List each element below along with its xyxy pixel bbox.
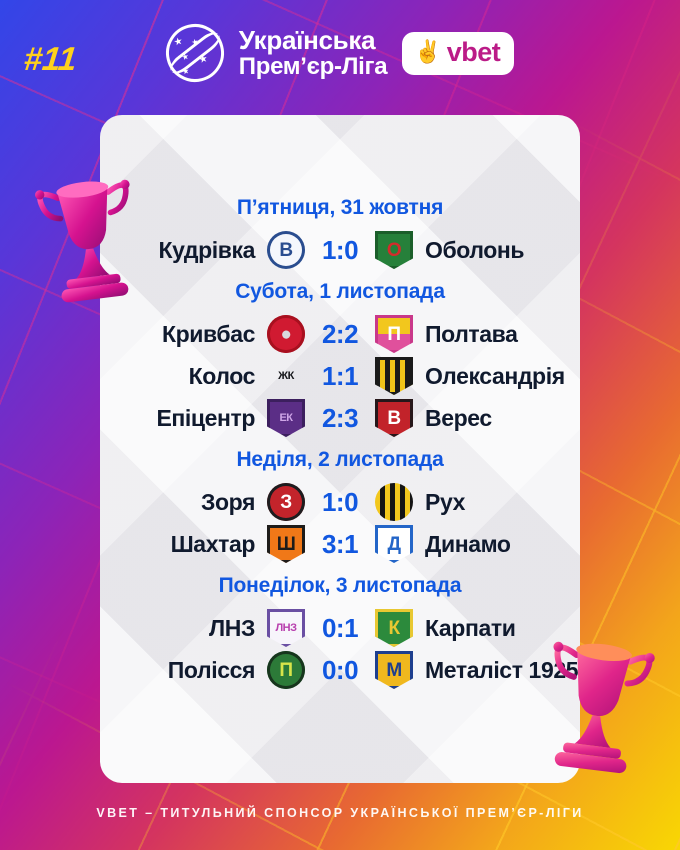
lnz-crest: ЛНЗ [267, 609, 305, 647]
matchday-date: Субота, 1 листопада [235, 280, 445, 303]
match-score: 0:1 [321, 612, 359, 643]
away-team-name: Карпати [425, 614, 516, 641]
away-team-name: Рух [425, 488, 466, 515]
match-row: ЛНЗ ЛНЗ 0:1 К Карпати [100, 607, 580, 649]
matchday-date: П’ятниця, 31 жовтня [236, 196, 444, 219]
veres-crest: В [375, 399, 413, 437]
upl-ball-icon: ★ ★ ★ ★ ★ [159, 17, 230, 89]
results-card: П’ятниця, 31 жовтня Кудрівка В 1:0 О Оболонь С… [100, 115, 580, 783]
karpaty-crest: К [375, 609, 413, 647]
league-name-line2: Прем’єр-Ліга [238, 53, 388, 81]
home-team-name: Полісся [167, 656, 256, 683]
home-team-name: Епіцентр [156, 404, 255, 431]
sponsor-badge: ✌ vbet [402, 31, 515, 75]
matchday-date: Понеділок, 3 листопада [218, 574, 462, 597]
shakhtar-crest: Ш [267, 525, 305, 563]
poltava-crest: П [375, 315, 413, 353]
away-team-name: Оболонь [425, 236, 525, 263]
victory-hand-icon: ✌ [414, 39, 442, 64]
ball-band [166, 28, 224, 78]
rukh-crest [375, 483, 413, 521]
league-name-line1: Українська [238, 24, 376, 55]
footer-sponsor-line: VBET – ТИТУЛЬНИЙ СПОНСОР УКРАЇНСЬКОЇ ПРЕ… [96, 806, 584, 820]
obolon-crest: О [375, 231, 413, 269]
away-team-name: Олександрія [425, 362, 565, 389]
sponsor-wordmark: vbet [446, 36, 501, 67]
header: ★ ★ ★ ★ ★ Українська Прем’єр-Ліга ✌ vbet [0, 17, 680, 89]
home-team-name: Шахтар [170, 530, 256, 557]
away-team-name: Полтава [425, 320, 518, 347]
match-row: Шахтар Ш 3:1 Д Динамо [100, 523, 580, 565]
match-score: 0:0 [321, 654, 359, 685]
away-team-name: Динамо [425, 530, 511, 557]
dynamo-crest: Д [375, 525, 413, 563]
kudrivka-crest: В [267, 231, 305, 269]
metalist1925-crest: М [375, 651, 413, 689]
home-team-name: ЛНЗ [209, 614, 255, 641]
match-row: Кривбас ● 2:2 П Полтава [100, 313, 580, 355]
epitsentr-crest: ЕК [267, 399, 305, 437]
home-team-name: Кривбас [161, 320, 255, 347]
away-team-name: Металіст 1925 [425, 656, 579, 683]
match-score: 3:1 [321, 528, 359, 559]
polissya-crest: П [267, 651, 305, 689]
home-team-name: Зоря [200, 488, 255, 515]
league-name: Українська Прем’єр-Ліга [238, 24, 388, 81]
match-row: Епіцентр ЕК 2:3 В Верес [100, 397, 580, 439]
match-row: Полісся П 0:0 М Металіст 1925 [100, 649, 580, 691]
match-score: 2:3 [321, 402, 359, 433]
kryvbas-crest: ● [267, 315, 305, 353]
oleksandriia-crest [375, 357, 413, 395]
home-team-name: Колос [188, 362, 256, 389]
match-score: 1:0 [321, 234, 359, 265]
match-row: Кудрівка В 1:0 О Оболонь [100, 229, 580, 271]
schedule: П’ятниця, 31 жовтня Кудрівка В 1:0 О Оболонь С… [100, 187, 580, 691]
kolos-crest: ЖК [278, 369, 294, 382]
home-team-name: Кудрівка [158, 236, 255, 263]
zorya-crest: З [267, 483, 305, 521]
match-row: Зоря З 1:0 Рух [100, 481, 580, 523]
away-team-name: Верес [425, 404, 492, 431]
match-score: 1:1 [321, 360, 359, 391]
match-row: Колос ЖК 1:1 Олександрія [100, 355, 580, 397]
match-score: 2:2 [321, 318, 359, 349]
match-score: 1:0 [321, 486, 359, 517]
matchday-date: Неділя, 2 листопада [236, 448, 444, 471]
